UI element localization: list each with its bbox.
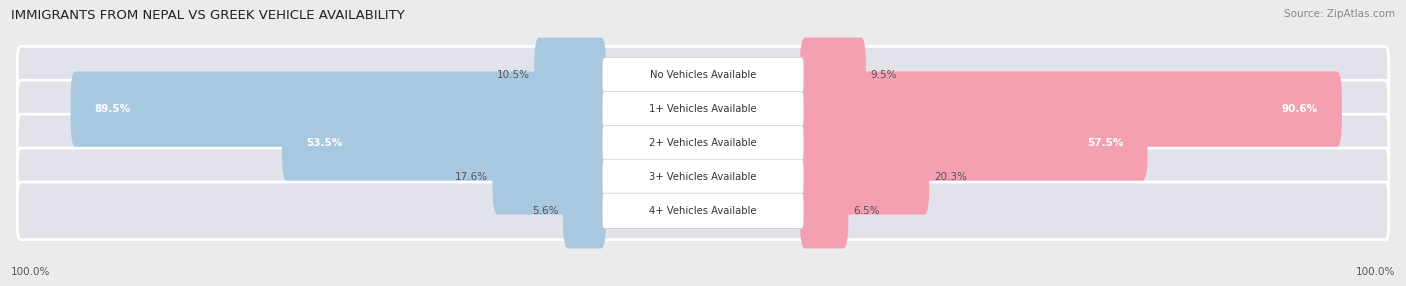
- Text: IMMIGRANTS FROM NEPAL VS GREEK VEHICLE AVAILABILITY: IMMIGRANTS FROM NEPAL VS GREEK VEHICLE A…: [11, 9, 405, 21]
- FancyBboxPatch shape: [602, 57, 804, 93]
- Text: 3+ Vehicles Available: 3+ Vehicles Available: [650, 172, 756, 182]
- FancyBboxPatch shape: [800, 139, 929, 214]
- Text: 9.5%: 9.5%: [870, 70, 897, 80]
- Text: 100.0%: 100.0%: [11, 267, 51, 277]
- Text: 2+ Vehicles Available: 2+ Vehicles Available: [650, 138, 756, 148]
- FancyBboxPatch shape: [800, 72, 1341, 147]
- Text: 20.3%: 20.3%: [934, 172, 967, 182]
- Text: 17.6%: 17.6%: [456, 172, 488, 182]
- FancyBboxPatch shape: [800, 105, 1147, 181]
- FancyBboxPatch shape: [492, 139, 606, 214]
- FancyBboxPatch shape: [602, 125, 804, 161]
- FancyBboxPatch shape: [17, 80, 1389, 138]
- FancyBboxPatch shape: [281, 105, 606, 181]
- Text: 5.6%: 5.6%: [531, 206, 558, 216]
- FancyBboxPatch shape: [17, 114, 1389, 172]
- FancyBboxPatch shape: [562, 173, 606, 249]
- FancyBboxPatch shape: [17, 182, 1389, 240]
- Text: 90.6%: 90.6%: [1281, 104, 1317, 114]
- Text: 6.5%: 6.5%: [853, 206, 879, 216]
- Text: 89.5%: 89.5%: [94, 104, 131, 114]
- Text: 4+ Vehicles Available: 4+ Vehicles Available: [650, 206, 756, 216]
- FancyBboxPatch shape: [602, 159, 804, 194]
- Text: No Vehicles Available: No Vehicles Available: [650, 70, 756, 80]
- FancyBboxPatch shape: [70, 72, 606, 147]
- Text: Source: ZipAtlas.com: Source: ZipAtlas.com: [1284, 9, 1395, 19]
- FancyBboxPatch shape: [17, 46, 1389, 104]
- FancyBboxPatch shape: [602, 193, 804, 229]
- Text: 10.5%: 10.5%: [496, 70, 530, 80]
- FancyBboxPatch shape: [800, 37, 866, 113]
- FancyBboxPatch shape: [534, 37, 606, 113]
- Text: 100.0%: 100.0%: [1355, 267, 1395, 277]
- FancyBboxPatch shape: [800, 173, 848, 249]
- Text: 57.5%: 57.5%: [1087, 138, 1123, 148]
- FancyBboxPatch shape: [17, 148, 1389, 206]
- Text: 53.5%: 53.5%: [307, 138, 342, 148]
- Text: 1+ Vehicles Available: 1+ Vehicles Available: [650, 104, 756, 114]
- FancyBboxPatch shape: [602, 92, 804, 127]
